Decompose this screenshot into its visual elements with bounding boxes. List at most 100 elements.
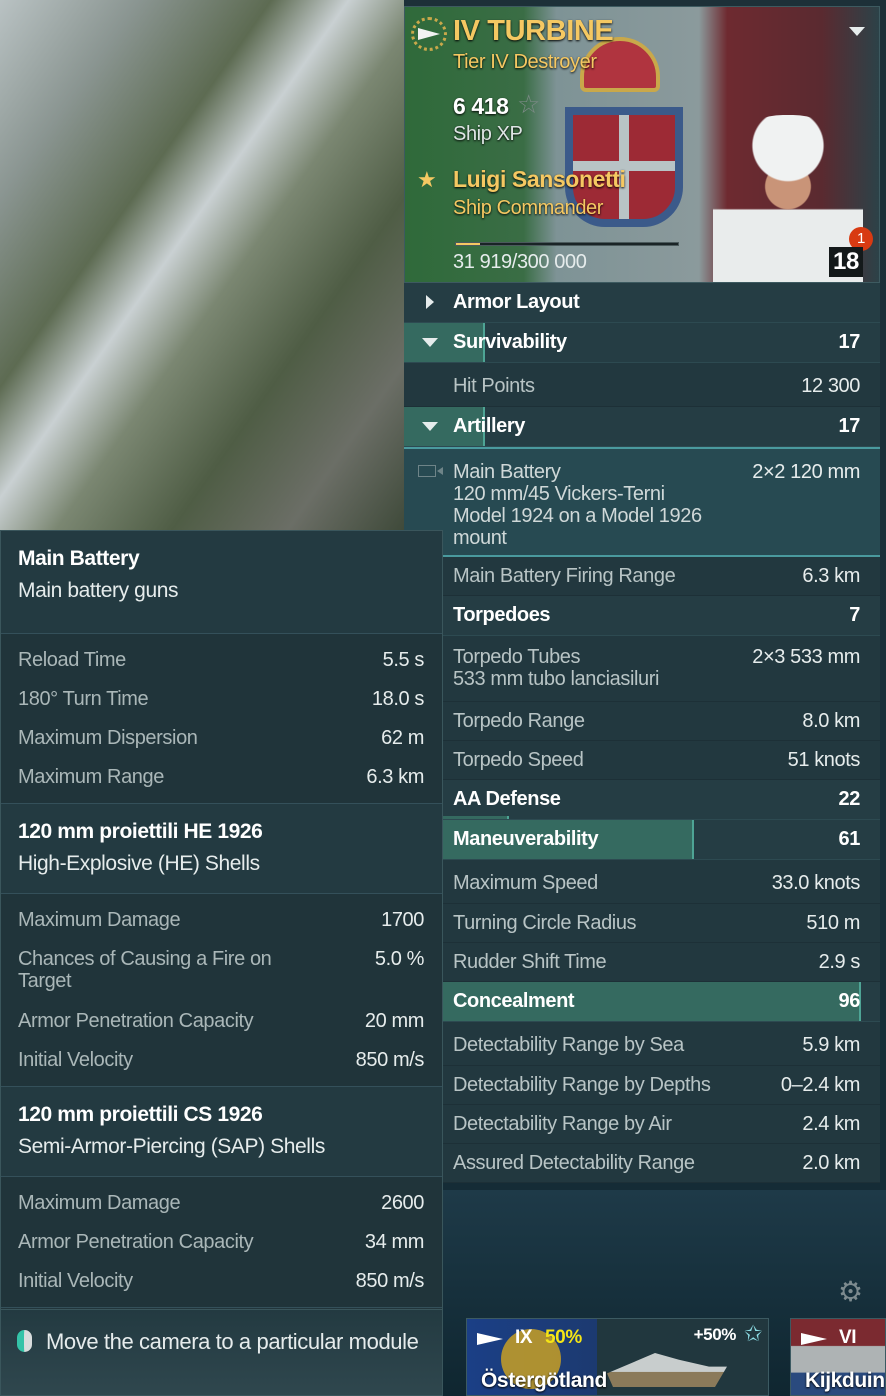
category-label: Maneuverability [453,828,599,850]
stat-row-detectability-range-by-depths: Detectability Range by Depths 0–2.4 km [404,1066,880,1105]
stat-label: Detectability Range by Sea [453,1034,684,1056]
tooltip-section-header: Main Battery Main battery guns [1,531,442,634]
row-label: Maximum Range [18,766,164,788]
stat-label: Maximum Speed [453,872,598,894]
stat-sublabel: 120 mm/45 Vickers-Terni Model 1924 on a … [453,483,702,549]
caret-right-icon[interactable] [426,295,434,309]
camera-icon[interactable] [418,465,443,477]
caret-down-icon[interactable] [422,338,438,347]
stat-bar-fill [404,820,695,859]
row-label: 180° Turn Time [18,688,149,710]
tooltip-rows: Maximum Damage 1700 Chances of Causing a F… [1,894,442,1087]
row-value: 62 m [381,727,424,749]
row-value: 850 m/s [355,1270,425,1292]
row-value: 34 mm [364,1231,425,1253]
xp-bonus: +50% [693,1325,737,1344]
stat-label: Detectability Range by Air [453,1112,672,1135]
row-label: Armor Penetration Capacity [18,1231,254,1253]
stat-label-group: Torpedo Tubes 533 mm tubo lanciasiluri [453,646,713,690]
flag-shield [565,107,683,227]
commander-xp-progress [455,242,679,246]
category-aa-defense[interactable]: AA Defense 22 [404,780,880,820]
row-label: Initial Velocity [18,1049,133,1071]
category-value: 96 [838,990,861,1012]
tooltip-row: Reload Time 5.5 s [1,641,442,680]
row-value: 5.5 s [382,649,425,671]
tooltip-row: Armor Penetration Capacity 20 mm [1,1002,442,1041]
commander-star-icon: ★ [417,167,437,192]
stat-row-hit-points: Hit Points 12 300 [404,363,880,407]
category-survivability[interactable]: Survivability 17 [404,323,880,363]
tooltip-row: Maximum Damage 2600 [1,1184,442,1223]
chevron-down-icon[interactable] [849,27,865,36]
category-torpedoes[interactable]: Torpedoes 7 [404,596,880,636]
row-value: 6.3 km [366,766,424,788]
category-value: 22 [838,788,861,810]
stat-value: 5.9 km [802,1034,860,1056]
category-value: 17 [838,415,861,437]
category-concealment[interactable]: Concealment 96 [404,982,880,1022]
category-label: Artillery [453,415,525,437]
module-tooltip: Main Battery Main battery guns Reload Time… [0,530,443,1396]
row-value: 18.0 s [371,688,424,710]
stat-label: Torpedo Tubes [453,646,581,668]
category-value: 17 [838,331,861,353]
stat-row-turning-circle-radius: Turning Circle Radius 510 m [404,904,880,943]
ship-name: IV TURBINE [453,15,614,47]
caret-down-icon[interactable] [422,422,438,431]
category-label: Survivability [453,331,567,353]
gear-icon[interactable]: ⚙ [838,1276,863,1307]
ship-tier: VI [839,1327,857,1348]
ship-xp-value: 6 418 [453,93,509,119]
row-value: 5.0 % [374,948,425,970]
row-label: Chances of Causing a Fire on Target [18,948,272,992]
commander-name[interactable]: Luigi Sansonetti [453,166,626,192]
stat-label: Turning Circle Radius [453,911,637,934]
tooltip-rows: Reload Time 5.5 s 180° Turn Time 18.0 s Maxi… [1,634,442,804]
tooltip-row: Maximum Range 6.3 km [1,758,442,797]
ship-name: Östergötland [481,1369,607,1392]
stat-label: Torpedo Range [453,709,585,732]
stat-value: 2.9 s [818,950,861,973]
stat-value: 12 300 [801,375,860,397]
stat-row-detectability-range-by-air: Detectability Range by Air 2.4 km [404,1105,880,1144]
stat-row-main-battery[interactable]: Main Battery 120 mm/45 Vickers-Terni Mode… [404,447,880,557]
ship-card-kijkduin[interactable]: VI Kijkduin [790,1318,886,1396]
tooltip-row: Maximum Dispersion 62 m [1,719,442,758]
tooltip-row: Maximum Damage 1700 [1,901,442,940]
stat-row-main-battery-firing-range: Main Battery Firing Range 6.3 km [404,557,880,596]
tooltip-row: Chances of Causing a Fire on Target 5.0 % [1,940,442,1002]
category-armor-layout[interactable]: Armor Layout [404,283,880,323]
row-value: 850 m/s [355,1049,425,1071]
ship-type: Tier IV Destroyer [453,51,597,73]
mouse-icon [17,1330,32,1352]
commander-xp-max: /300 000 [511,251,587,273]
ship-card-ostergotland[interactable]: IX 50% +50% ✩ Östergötland [466,1318,769,1396]
xp-star-icon: ✩ [743,1321,762,1346]
destroyer-class-icon [801,1333,827,1345]
destroyer-class-icon [477,1333,503,1345]
category-artillery[interactable]: Artillery 17 [404,407,880,447]
stat-label: Hit Points [453,375,535,397]
category-label: Torpedoes [453,604,551,626]
category-label: AA Defense [453,788,561,810]
tooltip-row: Initial Velocity 850 m/s [1,1041,442,1080]
row-value: 20 mm [364,1010,425,1032]
stat-row-rudder-shift-time: Rudder Shift Time 2.9 s [404,943,880,982]
stat-value: 2.4 km [802,1112,860,1135]
stat-label: Rudder Shift Time [453,950,607,973]
destroyer-class-icon [411,17,447,51]
ship-image [607,1353,727,1387]
category-maneuverability[interactable]: Maneuverability 61 [404,820,880,860]
category-value: 7 [849,604,860,626]
row-value: 2600 [381,1192,424,1214]
category-value: 61 [838,828,861,850]
stat-value: 2×2 120 mm [752,461,860,483]
star-icon: ☆ [517,89,540,119]
tooltip-rows: Maximum Damage 2600 Armor Penetration Capa… [1,1177,442,1308]
stat-bar-fill [404,407,485,446]
row-label: Maximum Dispersion [18,727,198,749]
row-label: Maximum Damage [18,909,181,931]
stat-label: Assured Detectability Range [453,1151,695,1174]
stat-row-torpedo-tubes: Torpedo Tubes 533 mm tubo lanciasiluri 2×3… [404,636,880,702]
